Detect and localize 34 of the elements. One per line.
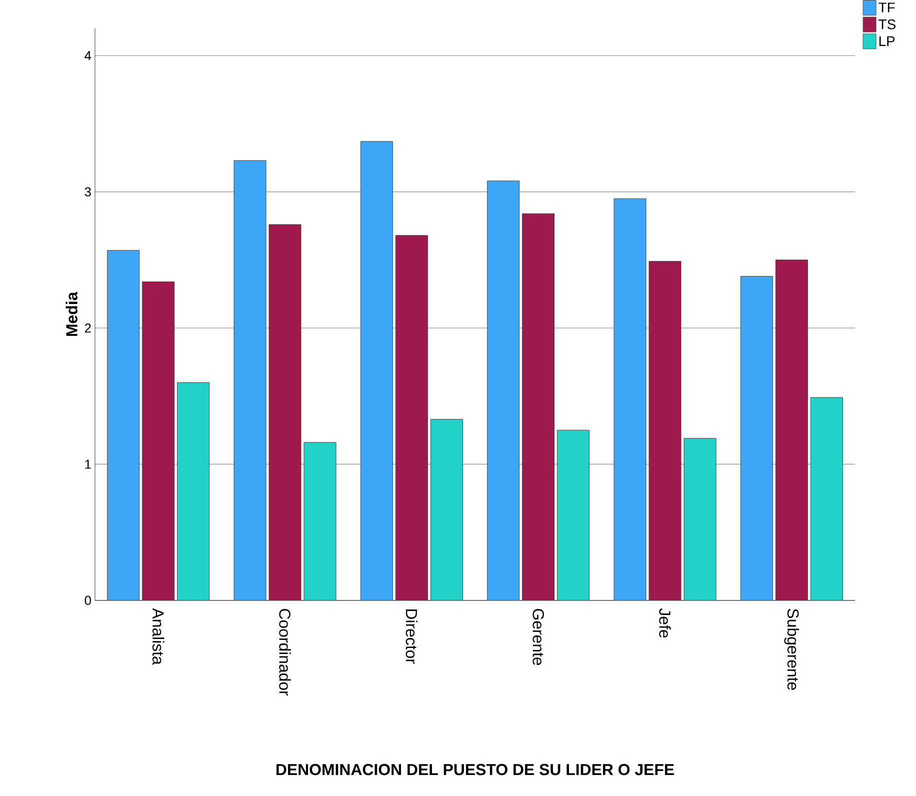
y-axis-title: Media bbox=[66, 292, 78, 336]
y-tick-label: 2 bbox=[84, 323, 91, 332]
y-tick-label: 4 bbox=[84, 50, 92, 60]
bar bbox=[487, 180, 520, 600]
bar bbox=[395, 234, 428, 600]
bar bbox=[614, 198, 646, 600]
x-tick-label: Subgerente bbox=[784, 608, 800, 690]
x-tick-label: Analista bbox=[152, 608, 164, 665]
bar bbox=[268, 224, 302, 600]
x-tick-label: Jefe bbox=[659, 608, 671, 638]
x-tick-label: Director bbox=[406, 609, 418, 664]
x-axis-title: DENOMINACION DEL PUESTO DE SU LIDER O JEFE bbox=[276, 764, 674, 776]
bar bbox=[177, 382, 210, 600]
bar bbox=[304, 442, 336, 600]
x-tick-label: Gerente bbox=[532, 608, 544, 665]
bar bbox=[430, 418, 463, 600]
bar bbox=[142, 281, 175, 600]
bar bbox=[107, 250, 140, 600]
bar bbox=[234, 160, 266, 600]
bar bbox=[740, 276, 773, 600]
y-tick-label: 0 bbox=[84, 596, 91, 605]
bar bbox=[775, 259, 808, 600]
legend-label: TF bbox=[878, 2, 895, 12]
bar bbox=[810, 397, 843, 600]
bar bbox=[557, 430, 590, 600]
y-tick-label: 3 bbox=[84, 187, 91, 196]
bar bbox=[648, 260, 682, 600]
bar bbox=[360, 140, 393, 600]
legend-label: TS bbox=[878, 19, 896, 30]
legend-label: LP bbox=[879, 36, 895, 46]
bar bbox=[684, 438, 716, 600]
y-tick-label: 1 bbox=[85, 460, 91, 468]
x-tick-label: Coordinador bbox=[279, 608, 291, 696]
bar bbox=[522, 213, 555, 600]
